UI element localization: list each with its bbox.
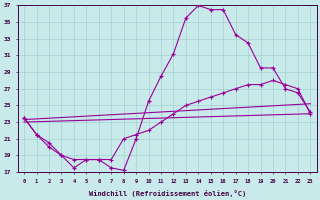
X-axis label: Windchill (Refroidissement éolien,°C): Windchill (Refroidissement éolien,°C) xyxy=(89,190,246,197)
